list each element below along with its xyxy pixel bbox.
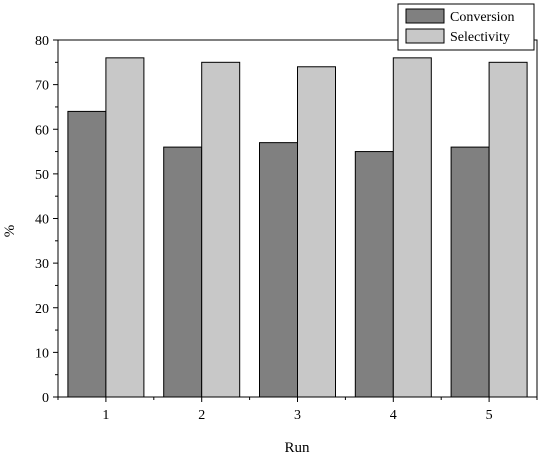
y-tick-label: 0 xyxy=(42,391,49,406)
axes-group: 0 10 20 30 40 50 60 70 80 1 2 3 4 5 xyxy=(35,34,538,423)
legend-swatch-conversion xyxy=(405,8,445,24)
y-tick-label: 20 xyxy=(35,302,49,317)
bar-selectivity-run-2 xyxy=(201,61,241,398)
y-tick-label: 40 xyxy=(35,213,49,228)
bar-selectivity-run-5 xyxy=(488,61,528,398)
bar-selectivity-run-1 xyxy=(105,57,145,398)
y-axis-label: % xyxy=(2,225,18,238)
legend-label-conversion: Conversion xyxy=(450,10,515,25)
x-tick-label: 4 xyxy=(390,408,397,423)
bar-selectivity-run-4 xyxy=(392,57,432,398)
bar-conversion-run-2 xyxy=(163,146,203,398)
bar-conversion-run-3 xyxy=(259,142,298,398)
bar-conversion-run-5 xyxy=(450,146,490,398)
bar-conversion-run-1 xyxy=(67,110,107,398)
x-tick-label: 1 xyxy=(102,408,109,423)
y-tick-label: 60 xyxy=(35,123,49,138)
y-tick-label: 10 xyxy=(35,346,49,361)
y-tick-label: 50 xyxy=(35,168,49,183)
x-tick-label: 3 xyxy=(294,408,301,423)
y-tick-label: 70 xyxy=(35,79,49,94)
legend-label-selectivity: Selectivity xyxy=(450,30,510,45)
bar-conversion-run-4 xyxy=(354,151,394,398)
x-tick-label: 5 xyxy=(486,408,493,423)
legend-swatch-selectivity xyxy=(405,28,445,44)
legend: Conversion Selectivity xyxy=(397,3,535,51)
bars-group xyxy=(67,57,528,398)
x-axis-label: Run xyxy=(284,440,310,456)
x-tick-label: 2 xyxy=(198,408,205,423)
y-tick-label: 30 xyxy=(35,257,49,272)
y-tick-label: 80 xyxy=(35,34,49,49)
bar-selectivity-run-3 xyxy=(297,66,336,398)
